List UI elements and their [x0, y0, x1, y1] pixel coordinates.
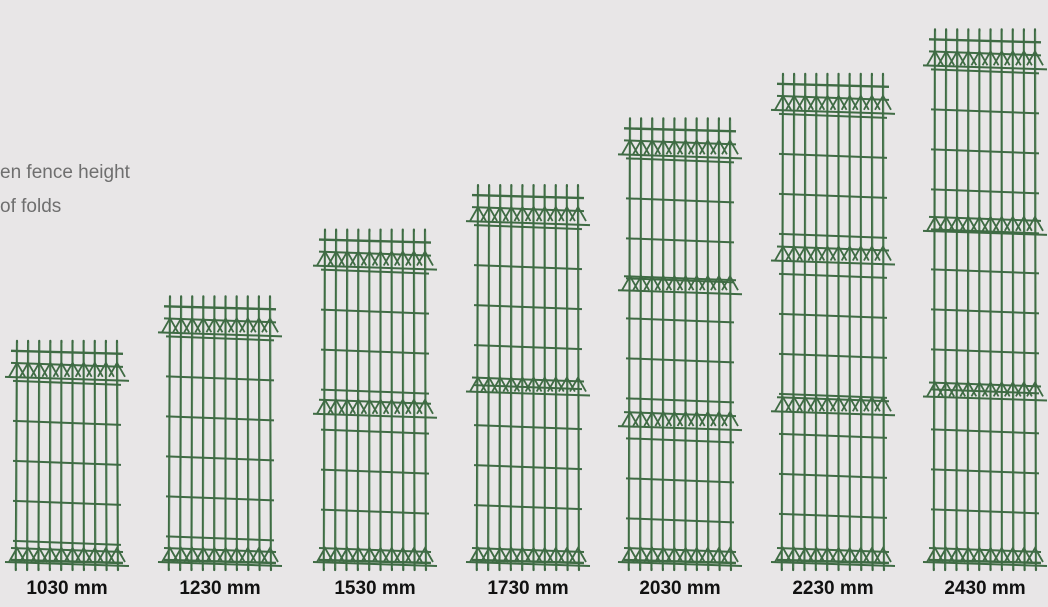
- fence-panel-1230: [157, 295, 283, 572]
- caption-line-folds: of folds: [0, 196, 62, 217]
- height-label-1230: 1230 mm: [179, 578, 261, 599]
- height-label-2430: 2430 mm: [944, 578, 1026, 599]
- caption-line-height: en fence height: [0, 162, 130, 183]
- height-label-1530: 1530 mm: [334, 578, 416, 599]
- description-caption: en fence height of folds: [0, 156, 130, 224]
- fence-panel-1530: [312, 228, 438, 572]
- fence-panel-1030: [4, 339, 130, 572]
- fence-panel-2430: [922, 28, 1048, 572]
- height-label-1730: 1730 mm: [487, 578, 569, 599]
- fence-panel-2230: [770, 72, 896, 572]
- height-label-1030: 1030 mm: [26, 578, 108, 599]
- height-label-2230: 2230 mm: [792, 578, 874, 599]
- fence-panel-2030: [617, 117, 743, 572]
- fence-panel-1730: [465, 183, 591, 572]
- height-label-2030: 2030 mm: [639, 578, 721, 599]
